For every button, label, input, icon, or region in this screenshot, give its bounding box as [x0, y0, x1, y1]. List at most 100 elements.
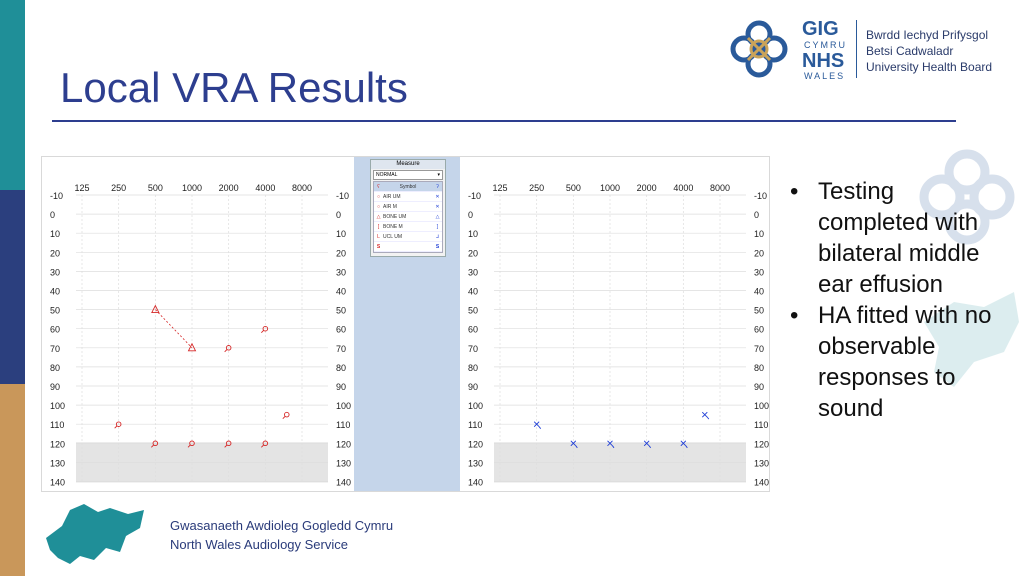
- left-ear-arrow: [575, 445, 578, 449]
- measure-panel: Measure NORMAL ▾ ʕ Symbol ʔ ○ AIR UM ✕ ○: [354, 157, 460, 491]
- db-tick-label: 80: [50, 363, 60, 373]
- symbol-row-bone-um[interactable]: △ BONE UM △: [374, 212, 442, 222]
- freq-tick-label: 4000: [673, 183, 693, 193]
- slide-title: Local VRA Results: [60, 64, 408, 111]
- logo-wales: WALES: [804, 71, 846, 81]
- db-tick-label-right: 130: [754, 458, 769, 468]
- footer-line2: North Wales Audiology Service: [170, 537, 348, 552]
- db-tick-label: 10: [468, 229, 478, 239]
- wales-map-icon: [46, 504, 144, 564]
- right-ear-no-response-marker: [189, 440, 195, 447]
- db-tick-label-right: 100: [336, 401, 351, 411]
- db-tick-label: 40: [50, 287, 60, 297]
- db-tick-label-right: 50: [336, 306, 346, 316]
- right-ear-no-response-marker: [152, 440, 159, 447]
- db-tick-label: 110: [468, 420, 482, 430]
- freq-tick-label: 1000: [600, 183, 620, 193]
- db-tick-label-right: 10: [336, 229, 346, 239]
- symbol-row-ucl-um[interactable]: L UCL UM ⅃: [374, 232, 442, 242]
- db-tick-label: 100: [50, 401, 65, 411]
- symbol-row-label: BONE M: [383, 223, 403, 230]
- db-tick-label: 130: [468, 458, 483, 468]
- cross-icon: ✕: [435, 203, 440, 210]
- db-tick-label: -10: [468, 191, 481, 201]
- left-ear-cross-b: [570, 440, 577, 447]
- left-ear-cross-b: [643, 440, 650, 447]
- right-ear-bone-marker: [151, 304, 160, 314]
- symbol-row-bone-m[interactable]: [ BONE M ]: [374, 222, 442, 232]
- bullet-item: Testing completed with bilateral middle …: [790, 176, 1010, 300]
- db-tick-label: 120: [50, 439, 65, 449]
- bracket-left-icon: [: [377, 223, 380, 230]
- db-tick-label: 50: [468, 306, 478, 316]
- db-tick-label: 130: [50, 458, 65, 468]
- db-tick-label: -10: [50, 191, 63, 201]
- db-tick-label-right: 50: [754, 306, 764, 316]
- logo-cymru: CYMRU: [804, 40, 847, 50]
- right-ear-marker: [262, 325, 269, 332]
- soundfield-icon: S: [376, 243, 381, 250]
- symbol-row-soundfield[interactable]: S S: [374, 242, 442, 252]
- db-tick-label: 100: [468, 401, 483, 411]
- db-tick-label-right: 110: [336, 420, 350, 430]
- right-ear-marker-tail: [114, 425, 118, 429]
- db-tick-label: 30: [468, 267, 478, 277]
- db-tick-label: 140: [468, 478, 483, 488]
- cross-icon: ✕: [435, 193, 440, 200]
- audiogram-svg: -10 -10 0 0 10 10 20 20 30 30 40 40 50 50 60 60 70 70 80 80…: [50, 183, 769, 488]
- ucl-left-icon: L: [377, 233, 380, 240]
- db-tick-label: 40: [468, 287, 478, 297]
- db-tick-label-right: 0: [754, 210, 759, 220]
- db-tick-label: 0: [468, 210, 473, 220]
- symbol-row-air-um[interactable]: ○ AIR UM ✕: [374, 192, 442, 202]
- db-tick-label-right: 10: [754, 229, 764, 239]
- db-tick-label-right: 70: [336, 344, 346, 354]
- db-tick-label-right: 110: [754, 420, 768, 430]
- left-ear-cross-b: [607, 440, 613, 447]
- db-tick-label-right: 60: [336, 325, 346, 335]
- left-ear-arrow: [538, 426, 542, 429]
- db-tick-label-right: 140: [754, 478, 769, 488]
- freq-tick-label: 8000: [292, 183, 312, 193]
- db-tick-label-right: 140: [336, 478, 351, 488]
- db-tick-label-right: -10: [754, 191, 767, 201]
- triangle-icon: △: [435, 213, 440, 220]
- right-ear-no-response-arrow: [151, 444, 155, 448]
- freq-tick-label: 500: [148, 183, 163, 193]
- title-divider: [52, 120, 956, 122]
- db-tick-label-right: 90: [336, 382, 346, 392]
- logo-divider: [856, 20, 857, 78]
- audiogram-chart: -10 -10 0 0 10 10 20 20 30 30 40 40 50 50 60 60 70 70 80 80…: [468, 183, 769, 488]
- ucl-right-icon: ⅃: [436, 233, 439, 240]
- circle-icon: ○: [376, 193, 381, 200]
- band-navy: [0, 190, 25, 384]
- db-tick-label: 90: [50, 382, 60, 392]
- right-ear-bone-marker: [187, 342, 197, 352]
- db-tick-label: 70: [50, 344, 60, 354]
- right-ear-no-response-arrow: [261, 444, 265, 448]
- measure-header: Measure: [371, 160, 445, 169]
- measure-select[interactable]: NORMAL ▾: [373, 170, 443, 180]
- db-tick-label-right: 40: [336, 287, 346, 297]
- symbol-list: ʕ Symbol ʔ ○ AIR UM ✕ ○ AIR M ✕ △ BONE U…: [373, 181, 443, 253]
- db-tick-label: 60: [50, 325, 60, 335]
- db-tick-label: 50: [50, 306, 60, 316]
- symbol-header: Symbol: [399, 183, 417, 190]
- db-tick-label: 20: [468, 248, 478, 258]
- right-ear-marker: [225, 345, 232, 351]
- symbol-row-air-m[interactable]: ○ AIR M ✕: [374, 202, 442, 212]
- db-tick-label: 10: [50, 229, 60, 239]
- freq-tick-label: 250: [111, 183, 126, 193]
- bullet-item: HA fitted with no observable responses t…: [790, 300, 1010, 424]
- db-tick-label: 30: [50, 267, 60, 277]
- db-tick-label-right: 30: [336, 267, 346, 277]
- band-teal: [0, 0, 25, 190]
- db-tick-label-right: 90: [754, 382, 764, 392]
- left-ear-arrow: [648, 445, 652, 449]
- circle-icon: ○: [376, 203, 381, 210]
- freq-tick-label: 2000: [219, 183, 239, 193]
- right-ear-no-response-marker: [262, 440, 269, 447]
- symbol-row-label: BONE UM: [383, 213, 407, 220]
- right-ear-marker-tail: [261, 329, 265, 334]
- left-ear-cross-b: [680, 440, 687, 447]
